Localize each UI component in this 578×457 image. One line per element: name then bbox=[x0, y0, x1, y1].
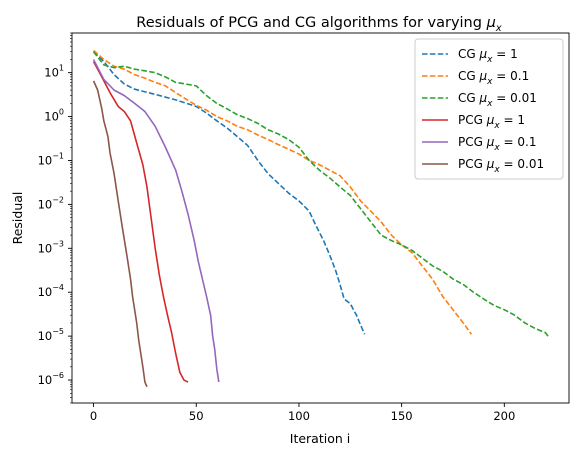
legend-label-part: PCG bbox=[458, 157, 487, 171]
legend-label-part: CG bbox=[458, 69, 480, 83]
legend-label-part: x bbox=[486, 55, 493, 65]
y-tick-label: 100 bbox=[44, 108, 64, 124]
x-tick-label: 50 bbox=[189, 409, 204, 423]
legend-label-part: = bbox=[492, 91, 510, 105]
x-tick-label: 100 bbox=[288, 409, 310, 423]
y-tick-exponent: −5 bbox=[52, 327, 64, 336]
y-tick-base: 10 bbox=[38, 285, 53, 299]
x-axis: 0 50 100 150 200 bbox=[90, 403, 515, 423]
chart-title: Residuals of PCG and CG algorithms for v… bbox=[136, 15, 502, 34]
legend-label-part: 1 bbox=[517, 113, 525, 127]
y-tick-label: 10−1 bbox=[38, 151, 64, 167]
x-axis-label: Iteration i bbox=[290, 431, 350, 446]
legend-label-part: μ bbox=[479, 69, 488, 83]
legend-label-part: = bbox=[500, 113, 518, 127]
chart-title-mu: μ bbox=[486, 15, 496, 31]
legend-label-part: = bbox=[492, 47, 510, 61]
plot-area bbox=[71, 32, 570, 404]
y-tick-label: 101 bbox=[44, 64, 64, 80]
x-tick-label: 150 bbox=[391, 409, 413, 423]
legend-label-part: = bbox=[492, 69, 510, 83]
legend-label-part: 0.1 bbox=[517, 135, 536, 149]
y-axis-label: Residual bbox=[10, 192, 25, 245]
y-tick-label: 10−6 bbox=[38, 371, 64, 387]
chart-title-subscript: x bbox=[495, 23, 502, 34]
legend-label-part: CG bbox=[458, 91, 480, 105]
legend-label-part: 0.01 bbox=[517, 157, 544, 171]
y-tick-exponent: −4 bbox=[52, 283, 64, 292]
y-tick-label: 10−5 bbox=[38, 327, 64, 343]
legend-label-part: 0.1 bbox=[510, 69, 529, 83]
chart-title-text: Residuals of PCG and CG algorithms for v… bbox=[136, 15, 486, 31]
y-tick-label: 10−4 bbox=[38, 283, 64, 299]
y-tick-base: 10 bbox=[44, 66, 59, 80]
legend-label-part: μ bbox=[479, 47, 488, 61]
series-line-3 bbox=[92, 61, 189, 383]
y-tick-exponent: −1 bbox=[52, 151, 64, 160]
y-tick-exponent: −2 bbox=[52, 195, 64, 204]
x-tick-label: 200 bbox=[493, 409, 515, 423]
y-tick-label: 10−2 bbox=[38, 195, 64, 211]
series-line-4 bbox=[92, 59, 220, 383]
plot-frame bbox=[71, 32, 570, 404]
series-line-2 bbox=[92, 51, 551, 339]
legend-label-part: x bbox=[493, 121, 500, 131]
legend-label: CG μx = 0.1 bbox=[458, 69, 529, 87]
legend-label-part: = bbox=[500, 157, 518, 171]
legend-label-part: x bbox=[493, 143, 500, 153]
y-tick-exponent: −3 bbox=[52, 239, 64, 248]
y-tick-base: 10 bbox=[44, 110, 59, 124]
legend-label-part: x bbox=[493, 165, 500, 175]
legend-label: PCG μx = 0.1 bbox=[458, 135, 536, 153]
legend-label: CG μx = 0.01 bbox=[458, 91, 537, 109]
legend-label: PCG μx = 0.01 bbox=[458, 157, 544, 175]
legend-label-part: x bbox=[486, 99, 493, 109]
y-tick-exponent: 1 bbox=[59, 64, 64, 73]
x-tick-label: 0 bbox=[90, 409, 97, 423]
y-tick-label: 10−3 bbox=[38, 239, 64, 255]
legend-label: PCG μx = 1 bbox=[458, 113, 525, 131]
series-line-5 bbox=[92, 80, 148, 388]
y-tick-exponent: −6 bbox=[52, 371, 64, 380]
legend-label-part: μ bbox=[486, 113, 495, 127]
y-tick-base: 10 bbox=[38, 241, 53, 255]
legend-label-part: CG bbox=[458, 47, 480, 61]
series-line-0 bbox=[93, 51, 366, 335]
legend-label-part: μ bbox=[479, 91, 488, 105]
y-tick-base: 10 bbox=[38, 329, 53, 343]
series-line-1 bbox=[93, 49, 473, 335]
legend-label-part: PCG bbox=[458, 135, 487, 149]
y-tick-exponent: 0 bbox=[59, 108, 64, 117]
legend-label-part: = bbox=[500, 135, 518, 149]
y-tick-base: 10 bbox=[38, 153, 53, 167]
y-tick-base: 10 bbox=[38, 373, 53, 387]
legend-label-part: 1 bbox=[510, 47, 518, 61]
legend-label-part: PCG bbox=[458, 113, 487, 127]
legend-box bbox=[414, 38, 564, 180]
series-layer bbox=[92, 49, 551, 388]
legend-label-part: x bbox=[486, 77, 493, 87]
legend-label: CG μx = 1 bbox=[458, 47, 518, 65]
y-tick-base: 10 bbox=[38, 197, 53, 211]
legend-label-part: 0.01 bbox=[510, 91, 537, 105]
legend-label-part: μ bbox=[486, 157, 495, 171]
legend-label-part: μ bbox=[486, 135, 495, 149]
